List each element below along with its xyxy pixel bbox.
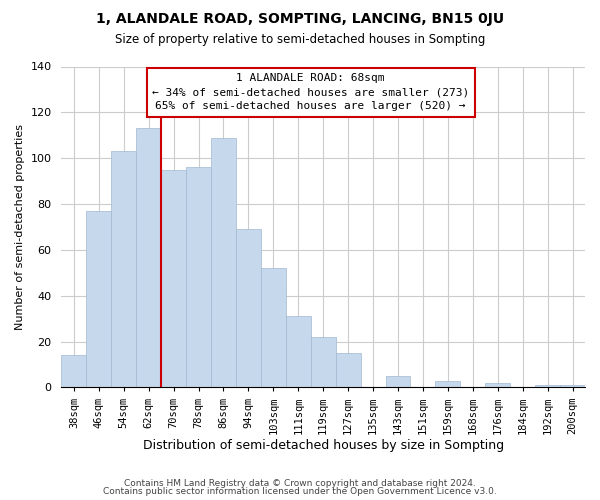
Bar — [61, 356, 86, 388]
Bar — [186, 168, 211, 388]
Bar — [535, 385, 560, 388]
Y-axis label: Number of semi-detached properties: Number of semi-detached properties — [15, 124, 25, 330]
Text: Size of property relative to semi-detached houses in Sompting: Size of property relative to semi-detach… — [115, 32, 485, 46]
Bar — [311, 337, 335, 388]
Bar — [161, 170, 186, 388]
Text: Contains public sector information licensed under the Open Government Licence v3: Contains public sector information licen… — [103, 488, 497, 496]
Bar — [136, 128, 161, 388]
Text: 1, ALANDALE ROAD, SOMPTING, LANCING, BN15 0JU: 1, ALANDALE ROAD, SOMPTING, LANCING, BN1… — [96, 12, 504, 26]
Bar — [485, 383, 510, 388]
Bar — [236, 230, 261, 388]
Bar — [211, 138, 236, 388]
Bar — [261, 268, 286, 388]
X-axis label: Distribution of semi-detached houses by size in Sompting: Distribution of semi-detached houses by … — [143, 440, 504, 452]
Bar — [436, 380, 460, 388]
Bar — [386, 376, 410, 388]
Text: 1 ALANDALE ROAD: 68sqm
← 34% of semi-detached houses are smaller (273)
65% of se: 1 ALANDALE ROAD: 68sqm ← 34% of semi-det… — [152, 74, 469, 112]
Bar — [335, 353, 361, 388]
Bar — [560, 385, 585, 388]
Bar — [111, 152, 136, 388]
Bar — [86, 211, 111, 388]
Text: Contains HM Land Registry data © Crown copyright and database right 2024.: Contains HM Land Registry data © Crown c… — [124, 478, 476, 488]
Bar — [286, 316, 311, 388]
